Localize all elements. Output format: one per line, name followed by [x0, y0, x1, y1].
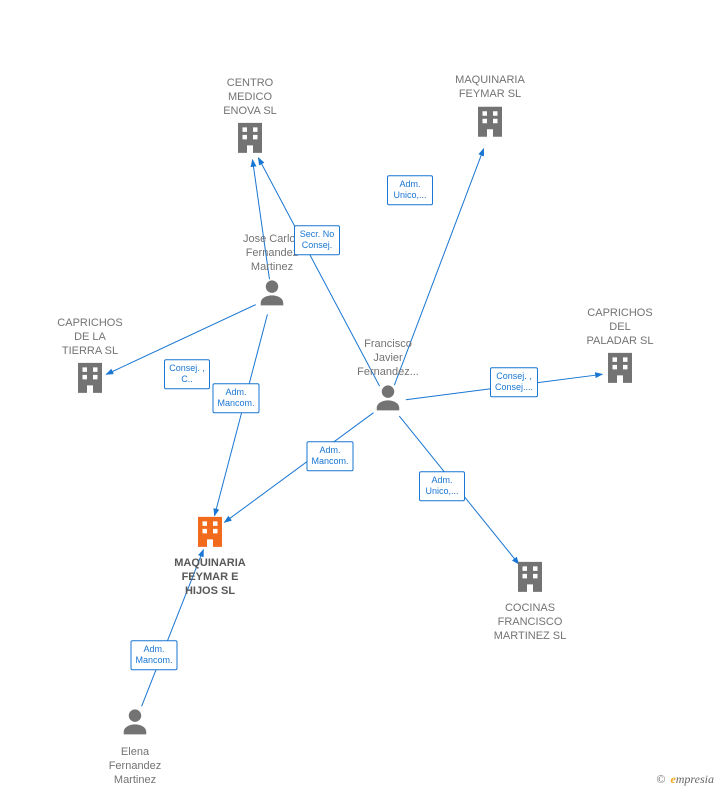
relationship-edge [215, 314, 268, 515]
person-icon [120, 705, 150, 739]
building-icon [192, 514, 228, 550]
person-icon [373, 381, 403, 415]
edge-label[interactable]: Adm. Unico,... [419, 471, 465, 501]
person-icon [257, 276, 287, 310]
company-node-maq_feymar[interactable]: MAQUINARIA FEYMAR SL [440, 74, 540, 147]
edge-label[interactable]: Adm. Unico,... [387, 175, 433, 205]
building-icon [512, 559, 548, 595]
node-label: Francisco Javier Fernandez... [338, 338, 438, 379]
building-icon [72, 360, 108, 396]
company-node-centro_medico[interactable]: CENTRO MEDICO ENOVA SL [200, 77, 300, 163]
person-node-francisco[interactable]: Francisco Javier Fernandez... [338, 338, 438, 422]
edge-label[interactable]: Adm. Mancom. [212, 383, 259, 413]
footer-branding: © empresia [656, 772, 714, 787]
copyright-symbol: © [656, 772, 665, 786]
node-label: CAPRICHOS DE LA TIERRA SL [40, 317, 140, 358]
building-icon [472, 103, 508, 139]
company-node-maq_feymar_hijos[interactable]: MAQUINARIA FEYMAR E HIJOS SL [160, 512, 260, 598]
node-label: Elena Fernandez Martinez [85, 746, 185, 787]
node-label: MAQUINARIA FEYMAR E HIJOS SL [160, 557, 260, 598]
company-node-cocinas[interactable]: COCINAS FRANCISCO MARTINEZ SL [480, 557, 580, 643]
node-label: CENTRO MEDICO ENOVA SL [200, 77, 300, 118]
building-icon [232, 120, 268, 156]
company-node-caprichos_tierra[interactable]: CAPRICHOS DE LA TIERRA SL [40, 317, 140, 403]
edge-label[interactable]: Secr. No Consej. [294, 225, 340, 255]
edge-label[interactable]: Adm. Mancom. [130, 640, 177, 670]
building-icon [602, 350, 638, 386]
edge-label[interactable]: Consej. , C.. [164, 359, 210, 389]
node-label: MAQUINARIA FEYMAR SL [440, 74, 540, 102]
person-node-elena[interactable]: Elena Fernandez Martinez [85, 703, 185, 787]
edge-label[interactable]: Adm. Mancom. [306, 441, 353, 471]
company-node-caprichos_paladar[interactable]: CAPRICHOS DEL PALADAR SL [570, 307, 670, 393]
node-label: COCINAS FRANCISCO MARTINEZ SL [480, 602, 580, 643]
edge-label[interactable]: Consej. , Consej.... [490, 367, 538, 397]
brand-rest: mpresia [676, 772, 714, 786]
node-label: CAPRICHOS DEL PALADAR SL [570, 307, 670, 348]
